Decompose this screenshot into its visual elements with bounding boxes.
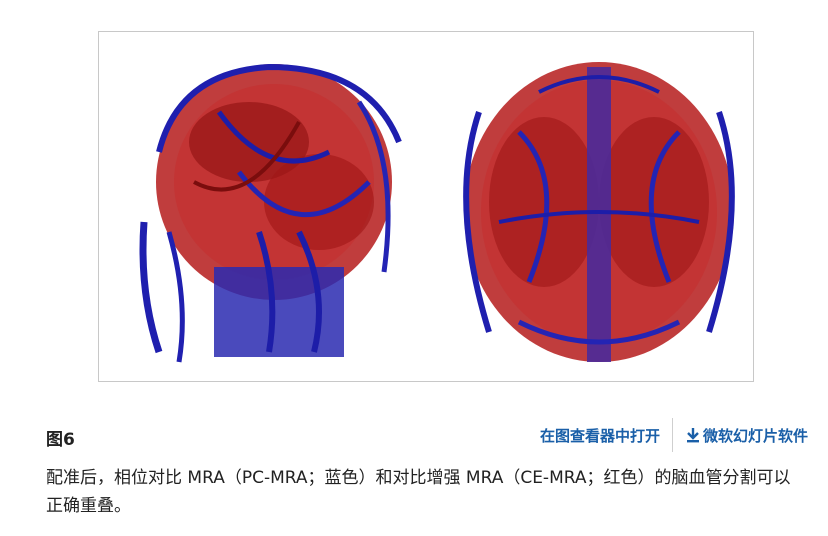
figure-label: 图6 <box>46 430 75 450</box>
axial-view <box>463 62 735 362</box>
figure-actions: 在图查看器中打开 微软幻灯片软件 <box>540 418 808 452</box>
divider <box>671 418 673 452</box>
lateral-view <box>139 63 402 363</box>
download-ppt-label: 微软幻灯片软件 <box>702 426 808 445</box>
figure-caption: 配准后，相位对比 MRA（PC-MRA；蓝色）和对比增强 MRA（CE-MRA；… <box>46 468 791 516</box>
mra-overlay-image <box>139 62 735 363</box>
download-icon <box>685 427 701 443</box>
figure-image[interactable] <box>98 31 754 382</box>
download-ppt-link[interactable]: 微软幻灯片软件 <box>685 425 808 446</box>
open-in-viewer-link[interactable]: 在图查看器中打开 <box>539 426 660 445</box>
